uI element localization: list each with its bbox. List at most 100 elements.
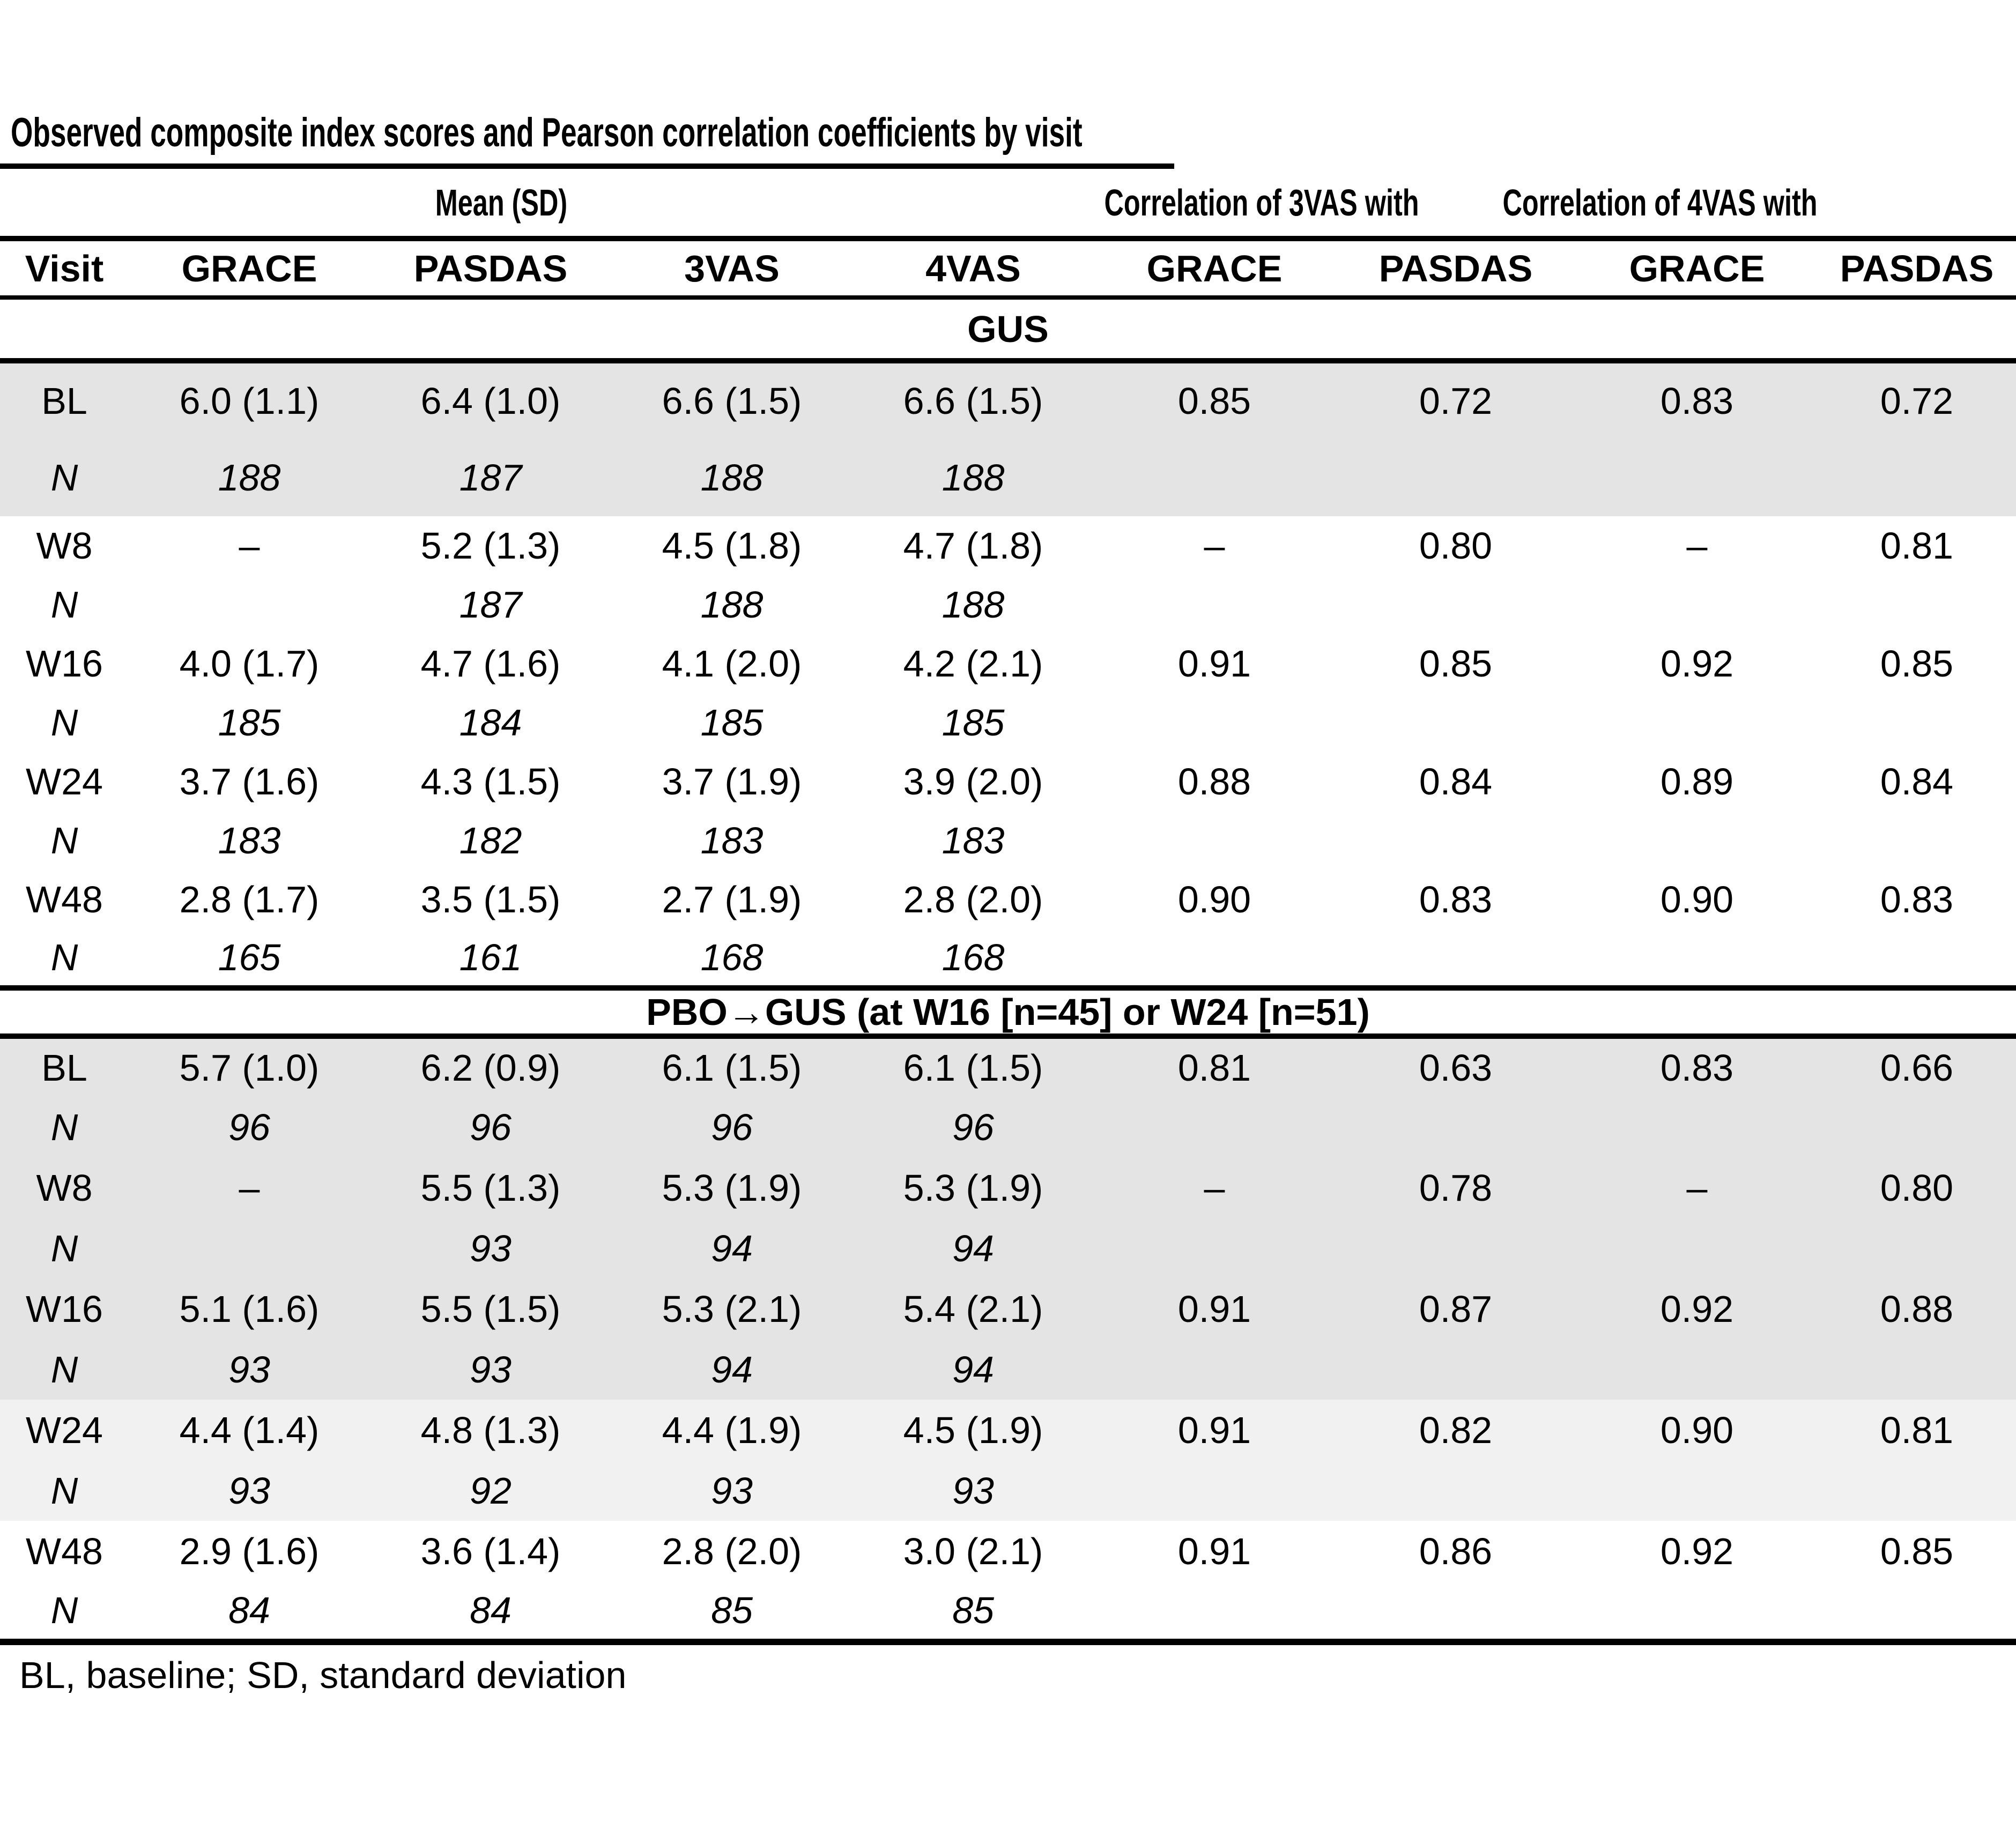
empty-cell [1335, 438, 1576, 516]
column-header-grace-mean: GRACE [181, 247, 317, 289]
empty-cell [1335, 929, 1576, 988]
correlation-cell: 0.84 [1880, 761, 1954, 802]
section-header-gus-label: GUS [967, 308, 1049, 350]
empty-cell [1094, 1218, 1335, 1278]
mean-sd-cell: 2.7 (1.9) [662, 879, 802, 920]
correlation-cell: 0.82 [1419, 1409, 1493, 1451]
n-count-cell: 93 [228, 1348, 270, 1391]
mean-sd-cell: 4.0 (1.7) [179, 643, 320, 685]
empty-cell [1576, 1460, 1818, 1521]
n-count-cell: 96 [711, 1106, 753, 1148]
correlation-cell: 0.90 [1660, 879, 1734, 920]
group-header-corr-3vas: Correlation of 3VAS with [1094, 169, 1576, 239]
correlation-cell: 0.85 [1419, 643, 1493, 685]
n-count-cell: 183 [218, 820, 281, 861]
group-header-corr-4vas-label: Correlation of 4VAS with [1502, 181, 1818, 224]
mean-sd-cell: 4.7 (1.6) [420, 643, 561, 685]
mean-sd-cell: 6.1 (1.5) [903, 1047, 1043, 1089]
correlation-cell: 0.92 [1660, 643, 1734, 685]
n-count-row: N 165 161 168 168 [0, 929, 2016, 988]
mean-sd-cell: 5.3 (1.9) [903, 1166, 1043, 1209]
footnote: BL, baseline; SD, standard deviation [19, 1654, 627, 1696]
n-count-cell: 93 [952, 1469, 994, 1512]
empty-cell [1576, 693, 1818, 752]
correlation-cell: 0.91 [1177, 1409, 1251, 1451]
column-header-grace-corr3: GRACE [1146, 247, 1283, 289]
n-count-row: N 183 182 183 183 [0, 811, 2016, 870]
empty-cell [1818, 1339, 2016, 1400]
empty-cell [1818, 1581, 2016, 1642]
mean-sd-cell: 5.7 (1.0) [179, 1047, 320, 1089]
empty-cell [1094, 929, 1335, 988]
empty-cell [1818, 811, 2016, 870]
n-label-cell: N [50, 1348, 78, 1391]
table-row: W24 3.7 (1.6) 4.3 (1.5) 3.7 (1.9) 3.9 (2.0) 0… [0, 752, 2016, 811]
empty-cell [1094, 1339, 1335, 1400]
visit-cell: W24 [26, 761, 103, 802]
n-label-cell: N [50, 820, 78, 861]
empty-cell [1818, 1097, 2016, 1157]
group-header-corr-4vas: Correlation of 4VAS with [1502, 169, 2016, 239]
column-header-pasdas-corr3: PASDAS [1378, 247, 1533, 289]
table-row: W24 4.4 (1.4) 4.8 (1.3) 4.4 (1.9) 4.5 (1.9) 0… [0, 1400, 2016, 1460]
correlation-cell: 0.92 [1660, 1530, 1734, 1572]
correlation-cell: 0.85 [1177, 380, 1251, 422]
n-count-cell: 85 [711, 1589, 753, 1631]
n-count-cell: 93 [470, 1348, 512, 1391]
table-row: W16 5.1 (1.6) 5.5 (1.5) 5.3 (2.1) 5.4 (2.1) 0… [0, 1278, 2016, 1339]
group-header-row: Mean (SD) Correlation of 3VAS with Corre… [0, 169, 2016, 239]
mean-sd-cell: 5.5 (1.3) [420, 1166, 561, 1209]
section-header-pbo-gus-label: PBO→GUS (at W16 [n=45] or W24 [n=51) [646, 991, 1370, 1033]
correlation-cell: 0.90 [1177, 879, 1251, 920]
empty-cell [1576, 1581, 1818, 1642]
empty-cell [1818, 575, 2016, 634]
correlation-cell: 0.92 [1660, 1288, 1734, 1330]
mean-sd-cell: 5.5 (1.5) [420, 1288, 561, 1330]
n-count-cell: 92 [470, 1469, 512, 1512]
empty-cell [1576, 1097, 1818, 1157]
table-row: W48 2.8 (1.7) 3.5 (1.5) 2.7 (1.9) 2.8 (2.0) 0… [0, 870, 2016, 929]
mean-sd-cell: 5.1 (1.6) [179, 1288, 320, 1330]
empty-cell [1094, 438, 1335, 516]
correlation-cell: 0.91 [1177, 643, 1251, 685]
n-count-cell: 188 [700, 456, 764, 499]
table-row: BL 6.0 (1.1) 6.4 (1.0) 6.6 (1.5) 6.6 (1.5) 0.… [0, 361, 2016, 438]
n-count-cell: 185 [942, 702, 1005, 743]
visit-cell: BL [41, 1047, 87, 1089]
correlation-cell: – [1204, 1166, 1225, 1209]
visit-cell: W16 [26, 1288, 103, 1330]
section-header-pbo-gus: PBO→GUS (at W16 [n=45] or W24 [n=51) [0, 988, 2016, 1036]
n-count-cell: 96 [952, 1106, 994, 1148]
n-count-cell: 185 [218, 702, 281, 743]
group-header-mean-label: Mean (SD) [435, 181, 568, 224]
empty-cell [1094, 575, 1335, 634]
mean-sd-cell: 6.1 (1.5) [662, 1047, 802, 1089]
n-count-cell: 185 [700, 702, 764, 743]
mean-sd-cell: 3.7 (1.6) [179, 761, 320, 802]
mean-sd-cell: 4.1 (2.0) [662, 643, 802, 685]
empty-cell [1335, 1581, 1576, 1642]
correlation-cell: – [1686, 525, 1708, 567]
empty-cell [1094, 1581, 1335, 1642]
empty-cell [1094, 1460, 1335, 1521]
column-header-4vas-mean: 4VAS [925, 247, 1021, 289]
n-label-cell: N [50, 1227, 78, 1269]
empty-cell [1576, 1339, 1818, 1400]
mean-sd-cell: 5.2 (1.3) [420, 525, 561, 567]
n-count-cell: 188 [942, 584, 1005, 626]
visit-cell: W16 [26, 643, 103, 685]
correlation-cell: 0.83 [1660, 380, 1734, 422]
visit-cell: W24 [26, 1409, 103, 1451]
visit-cell: W8 [36, 525, 93, 567]
correlation-cell: 0.89 [1660, 761, 1734, 802]
mean-sd-cell: 5.3 (1.9) [662, 1166, 802, 1209]
n-count-row: N 96 96 96 96 [0, 1097, 2016, 1157]
n-count-cell: 96 [228, 1106, 270, 1148]
correlation-cell: 0.91 [1177, 1530, 1251, 1572]
empty-cell [1818, 929, 2016, 988]
n-label-cell: N [50, 1589, 78, 1631]
correlation-cell: 0.86 [1419, 1530, 1493, 1572]
n-count-cell: 183 [942, 820, 1005, 861]
n-count-row: N 93 92 93 93 [0, 1460, 2016, 1521]
empty-cell [1094, 693, 1335, 752]
